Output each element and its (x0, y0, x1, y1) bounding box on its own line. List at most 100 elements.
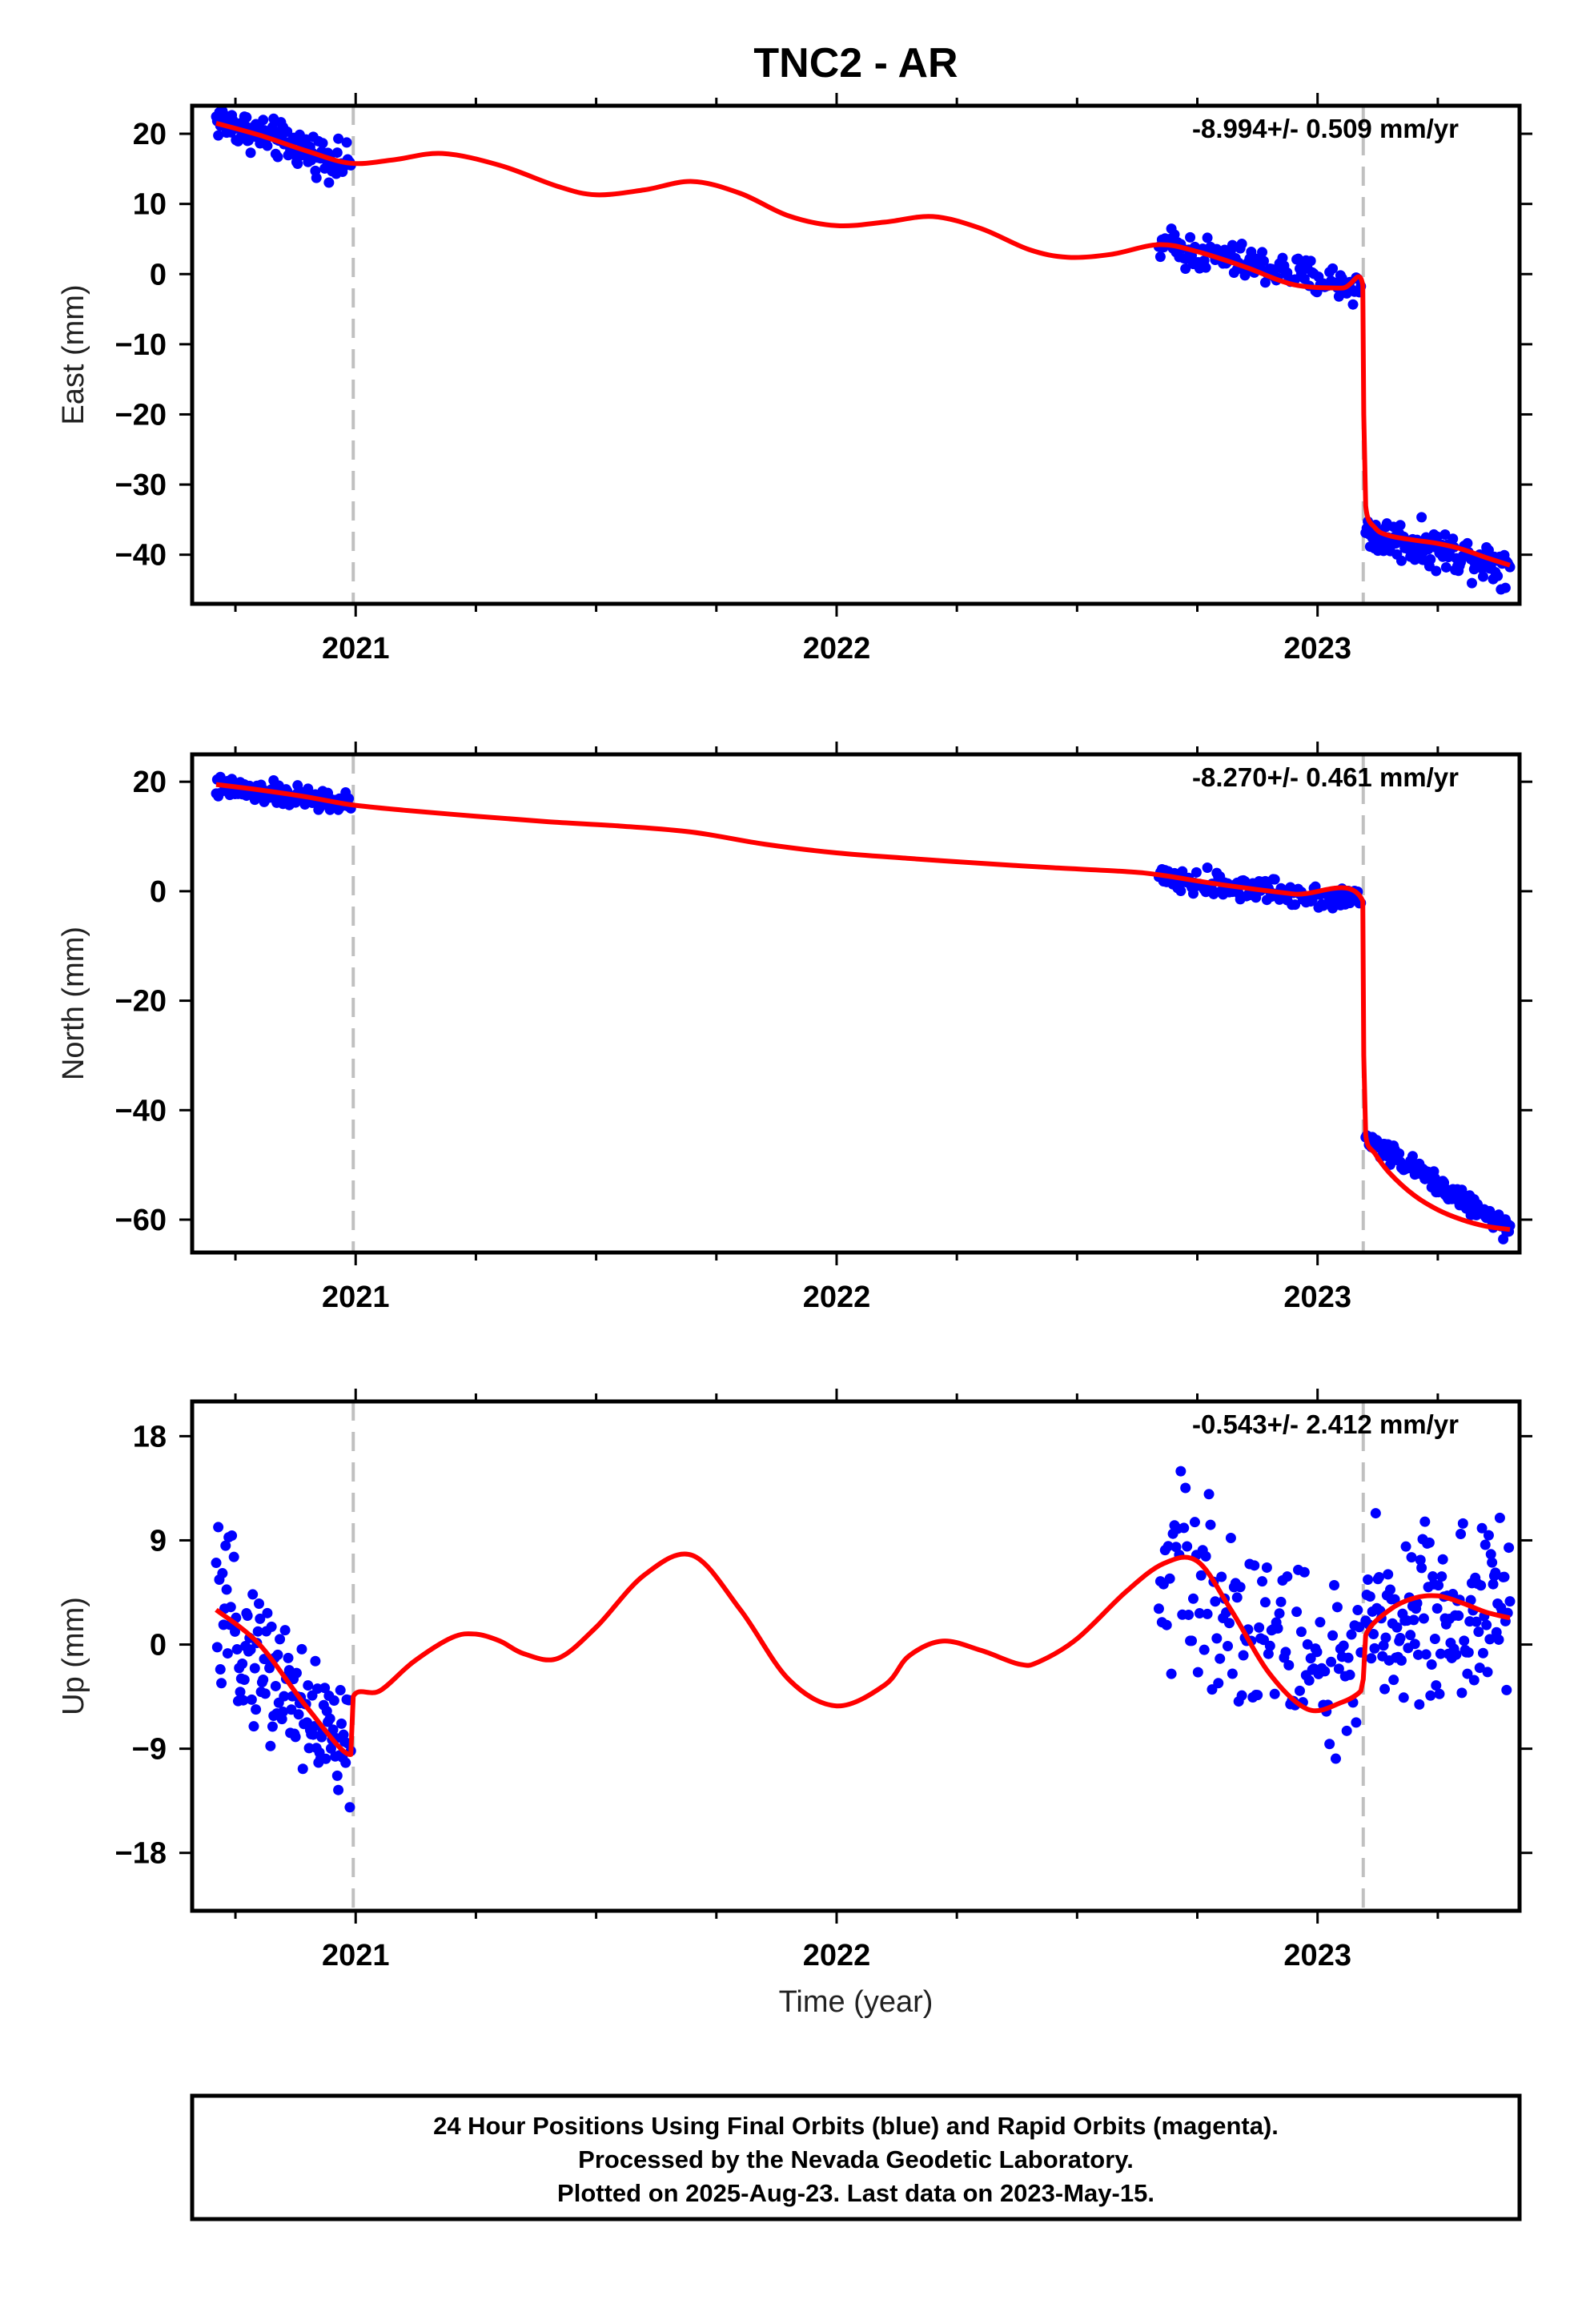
observation-point (247, 1589, 259, 1600)
observation-point (1326, 1656, 1337, 1667)
x-tick-label: 2022 (803, 1281, 871, 1314)
observation-point (1459, 1635, 1470, 1647)
observation-point (1431, 1602, 1443, 1614)
observation-point (335, 1685, 346, 1696)
observation-point (343, 793, 355, 804)
observation-point (1269, 874, 1280, 885)
observation-point (249, 1663, 260, 1674)
observation-point (258, 115, 269, 126)
observation-point (239, 1675, 250, 1686)
observation-point (1425, 554, 1436, 565)
observation-point (1354, 1622, 1365, 1633)
observation-point (1416, 1562, 1427, 1574)
panel-frame (190, 752, 1522, 1255)
observation-point (1185, 231, 1196, 243)
y-tick-label: 9 (150, 1524, 167, 1558)
footer-line-1: 24 Hour Positions Using Final Orbits (bl… (433, 2112, 1279, 2140)
observation-point (1199, 1644, 1210, 1655)
observation-point (1383, 1569, 1394, 1580)
observation-point (1471, 1616, 1482, 1627)
observation-point (1391, 1622, 1403, 1633)
observation-point (1476, 1580, 1487, 1591)
observation-point (1406, 1552, 1417, 1563)
observation-point (1227, 239, 1238, 251)
observation-point (341, 137, 352, 148)
observation-point (1385, 1584, 1396, 1595)
observation-point (1411, 1598, 1423, 1609)
observation-point (1501, 1684, 1512, 1695)
observation-point (1437, 1554, 1448, 1565)
observation-point (1364, 1591, 1375, 1602)
observation-point (255, 1613, 266, 1624)
observation-point (333, 1784, 344, 1795)
observation-point (1258, 255, 1269, 267)
observation-points (211, 771, 1516, 1244)
x-tick-label: 2023 (1283, 632, 1351, 665)
observation-point (1290, 899, 1301, 911)
observation-point (1380, 1632, 1391, 1643)
observation-point (279, 1691, 290, 1702)
observation-point (1302, 1638, 1313, 1650)
observation-point (231, 1644, 243, 1655)
observation-point (222, 1648, 233, 1659)
observation-point (1272, 1622, 1283, 1634)
observation-point (1294, 1685, 1305, 1696)
model-curve (215, 121, 1511, 568)
observation-point (1263, 1648, 1274, 1659)
x-axis-label: Time (year) (779, 1985, 934, 2019)
observation-point (1466, 577, 1477, 589)
observation-point (1274, 894, 1285, 905)
observation-point (1235, 1582, 1246, 1593)
observation-point (1269, 1688, 1280, 1699)
observation-point (1261, 1562, 1272, 1573)
observation-point (270, 1680, 281, 1691)
observation-point (215, 1664, 226, 1675)
observation-point (1341, 1725, 1352, 1736)
panel-1: 20 10 0 −10 −20 −30 −40 2021 2022 2023 East (mm) -8… (57, 93, 1532, 665)
observation-point (1164, 1573, 1175, 1584)
observation-point (1457, 1518, 1468, 1529)
observation-point (1451, 1649, 1462, 1660)
observation-point (1303, 1675, 1315, 1686)
observation-point (1211, 1633, 1223, 1644)
x-tick-label: 2021 (322, 1281, 390, 1314)
x-tick-label: 2023 (1283, 1939, 1351, 1972)
observation-point (1324, 1739, 1335, 1750)
observation-point (1259, 1597, 1271, 1608)
observation-point (1366, 1653, 1377, 1664)
observation-point (1202, 232, 1213, 243)
observation-point (1394, 1148, 1405, 1159)
observation-point (1504, 1542, 1515, 1554)
observation-point (1409, 1638, 1420, 1650)
rate-label: -0.543+/- 2.412 mm/yr (1192, 1409, 1459, 1439)
figure-title: TNC2 - AR (753, 40, 958, 86)
observation-point (1202, 1608, 1213, 1619)
observation-point (1231, 1592, 1243, 1603)
observation-point (1433, 1580, 1444, 1591)
x-tick-label: 2023 (1283, 1281, 1351, 1314)
observation-point (279, 1625, 291, 1636)
observation-point (1175, 1466, 1186, 1477)
observation-point (1388, 1675, 1399, 1686)
observation-point (1346, 1629, 1357, 1640)
observation-point (297, 1763, 308, 1775)
observation-point (333, 133, 344, 144)
observation-point (1216, 1571, 1227, 1582)
observation-point (1169, 229, 1180, 240)
observation-point (1283, 1659, 1295, 1671)
observation-point (220, 1540, 231, 1551)
observation-point (1282, 1571, 1293, 1582)
rate-label: -8.270+/- 0.461 mm/yr (1192, 762, 1459, 792)
y-tick-label: −40 (115, 1094, 167, 1128)
observation-points (211, 106, 1516, 595)
observation-point (213, 1522, 224, 1533)
observation-point (293, 1709, 304, 1720)
observation-point (241, 112, 252, 123)
observation-point (1187, 1593, 1199, 1604)
observation-point (303, 1680, 314, 1691)
observation-point (320, 1753, 331, 1764)
observation-point (1311, 1647, 1323, 1658)
observation-point (237, 1658, 248, 1669)
y-axis-label: Up (mm) (57, 1597, 90, 1715)
observation-point (228, 1551, 239, 1562)
